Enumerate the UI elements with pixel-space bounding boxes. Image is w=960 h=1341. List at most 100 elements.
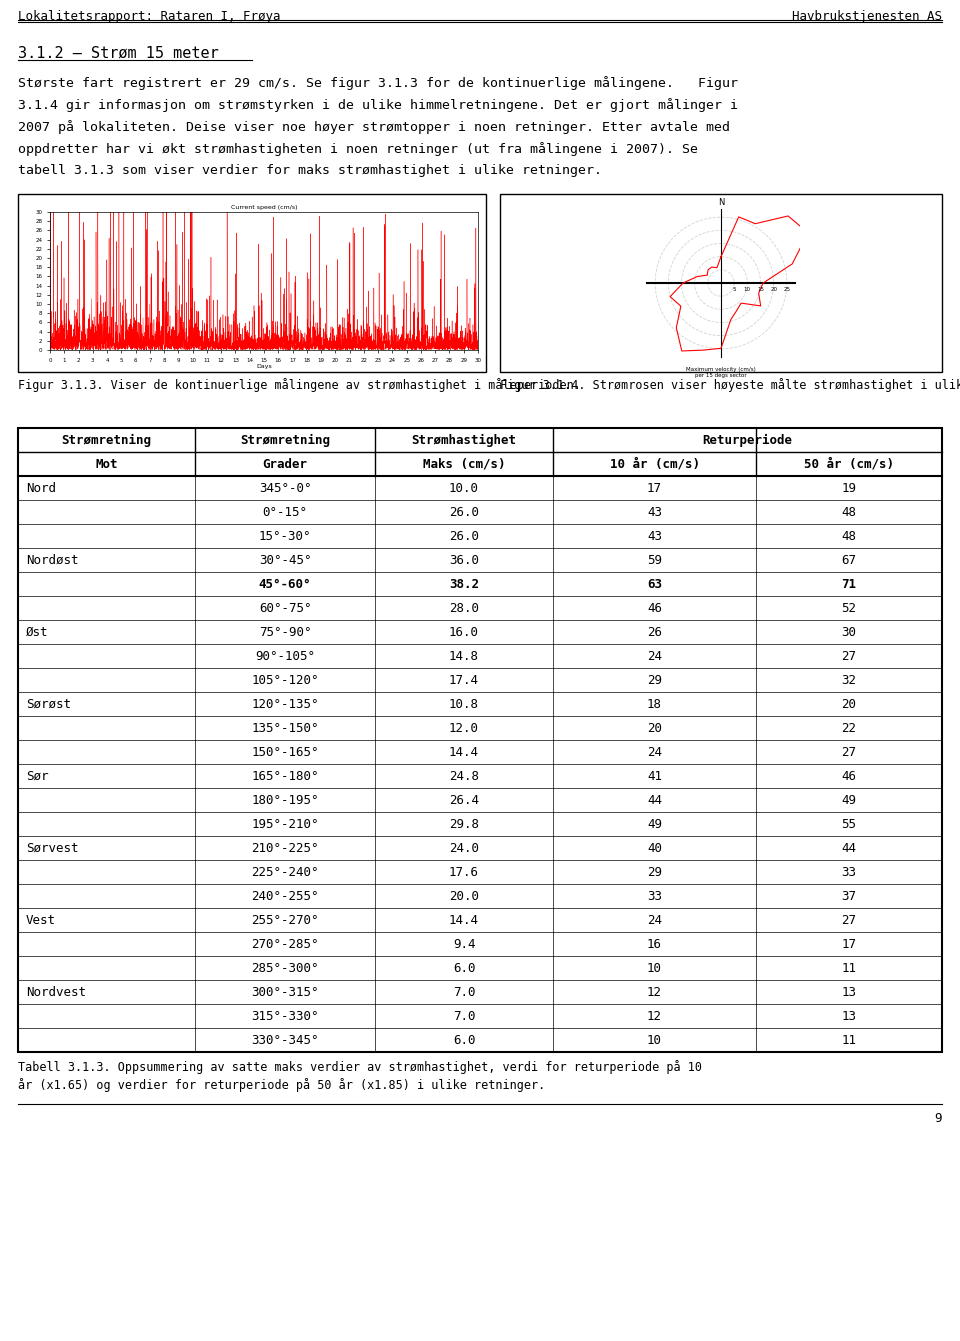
Text: 300°-315°: 300°-315° [252,986,319,999]
Text: 10.8: 10.8 [449,697,479,711]
Text: 135°-150°: 135°-150° [252,721,319,735]
Text: 63: 63 [647,578,662,590]
Text: Lokalitetsrapport: Rataren I, Frøya: Lokalitetsrapport: Rataren I, Frøya [18,9,280,23]
Text: 7.0: 7.0 [453,986,475,999]
Text: 27: 27 [842,913,856,927]
Text: 20.0: 20.0 [449,889,479,902]
Text: 10: 10 [744,287,751,292]
Text: 6.0: 6.0 [453,961,475,975]
Text: 32: 32 [842,673,856,687]
Text: 10.0: 10.0 [449,481,479,495]
Text: Tabell 3.1.3. Oppsummering av satte maks verdier av strømhastighet, verdi for re: Tabell 3.1.3. Oppsummering av satte maks… [18,1059,702,1074]
Text: 46: 46 [842,770,856,783]
Text: 14.4: 14.4 [449,746,479,759]
Text: 0°-15°: 0°-15° [262,506,307,519]
Text: 14.8: 14.8 [449,649,479,662]
Text: 36.0: 36.0 [449,554,479,566]
Text: år (x1.65) og verdier for returperiode på 50 år (x1.85) i ulike retninger.: år (x1.65) og verdier for returperiode p… [18,1078,545,1092]
Text: 9: 9 [934,1112,942,1125]
Text: 38.2: 38.2 [449,578,479,590]
Text: 270°-285°: 270°-285° [252,937,319,951]
Text: 55: 55 [842,818,856,830]
Text: 17.4: 17.4 [449,673,479,687]
Text: 44: 44 [647,794,662,806]
Text: 29: 29 [647,673,662,687]
Text: oppdretter har vi økt strømhastigheten i noen retninger (ut fra målingene i 2007: oppdretter har vi økt strømhastigheten i… [18,142,698,156]
Text: 15: 15 [757,287,764,292]
Text: 24.8: 24.8 [449,770,479,783]
Text: 150°-165°: 150°-165° [252,746,319,759]
Bar [18,194,486,371]
Text: 67: 67 [842,554,856,566]
Text: Sørvest: Sørvest [26,842,79,854]
Text: 12: 12 [647,1010,662,1022]
Text: 6.0: 6.0 [453,1034,475,1046]
Text: 285°-300°: 285°-300° [252,961,319,975]
Text: 12: 12 [647,986,662,999]
Text: 43: 43 [647,506,662,519]
Text: 49: 49 [842,794,856,806]
Text: Største fart registrert er 29 cm/s. Se figur 3.1.3 for de kontinuerlige målingen: Største fart registrert er 29 cm/s. Se f… [18,76,738,90]
Text: 40: 40 [647,842,662,854]
Text: Strømretning: Strømretning [240,433,330,447]
Text: 11: 11 [842,1034,856,1046]
Text: 24: 24 [647,746,662,759]
Text: 14.4: 14.4 [449,913,479,927]
Text: 26.4: 26.4 [449,794,479,806]
Text: 45°-60°: 45°-60° [259,578,311,590]
Text: 16: 16 [647,937,662,951]
Text: 17.6: 17.6 [449,865,479,878]
Bar [500,194,942,371]
Text: Figur 3.1.3. Viser de kontinuerlige målingene av strømhastighet i måleperioden.: Figur 3.1.3. Viser de kontinuerlige måli… [18,378,581,392]
Text: 26.0: 26.0 [449,530,479,543]
Text: 345°-0°: 345°-0° [259,481,311,495]
Text: Mot: Mot [95,457,118,471]
Text: Maks (cm/s): Maks (cm/s) [422,457,505,471]
Text: 27: 27 [842,746,856,759]
Text: 19: 19 [842,481,856,495]
Text: 225°-240°: 225°-240° [252,865,319,878]
Text: 9.4: 9.4 [453,937,475,951]
Text: 33: 33 [842,865,856,878]
Text: 315°-330°: 315°-330° [252,1010,319,1022]
Text: 195°-210°: 195°-210° [252,818,319,830]
Text: 17: 17 [647,481,662,495]
Text: 20: 20 [647,721,662,735]
Text: 210°-225°: 210°-225° [252,842,319,854]
Text: 20: 20 [770,287,778,292]
Text: Øst: Øst [26,625,49,638]
Text: 105°-120°: 105°-120° [252,673,319,687]
Text: Vest: Vest [26,913,56,927]
Text: 5: 5 [732,287,736,292]
Text: 48: 48 [842,530,856,543]
Text: 46: 46 [647,602,662,614]
Text: 240°-255°: 240°-255° [252,889,319,902]
Text: 22: 22 [842,721,856,735]
Text: 52: 52 [842,602,856,614]
Text: Returperiode: Returperiode [703,433,793,447]
Text: 28.0: 28.0 [449,602,479,614]
Title: Current speed (cm/s): Current speed (cm/s) [230,205,298,211]
Text: tabell 3.1.3 som viser verdier for maks strømhastighet i ulike retninger.: tabell 3.1.3 som viser verdier for maks … [18,164,602,177]
Text: 20: 20 [842,697,856,711]
Text: 13: 13 [842,986,856,999]
Text: Strømretning: Strømretning [61,433,152,447]
Text: 3.1.4 gir informasjon om strømstyrken i de ulike himmelretningene. Det er gjort : 3.1.4 gir informasjon om strømstyrken i … [18,98,738,111]
Text: 165°-180°: 165°-180° [252,770,319,783]
Text: 2007 på lokaliteten. Deise viser noe høyer strømtopper i noen retninger. Etter a: 2007 på lokaliteten. Deise viser noe høy… [18,119,730,134]
Text: N: N [718,197,724,207]
Bar [18,428,942,1051]
Text: 15°-30°: 15°-30° [259,530,311,543]
Text: 50 år (cm/s): 50 år (cm/s) [804,457,894,471]
Text: 59: 59 [647,554,662,566]
Text: 25: 25 [783,287,790,292]
Text: 10: 10 [647,1034,662,1046]
Text: 75°-90°: 75°-90° [259,625,311,638]
Text: Grader: Grader [262,457,307,471]
Text: 16.0: 16.0 [449,625,479,638]
Text: Sørøst: Sørøst [26,697,71,711]
Text: 43: 43 [647,530,662,543]
Text: Maximum velocity (cm/s)
per 15 degs sector: Maximum velocity (cm/s) per 15 degs sect… [686,367,756,378]
X-axis label: Days: Days [256,363,272,369]
Text: Figur 3.1.4. Strømrosen viser høyeste målte strømhastighet i ulike retninger.: Figur 3.1.4. Strømrosen viser høyeste må… [500,378,960,392]
